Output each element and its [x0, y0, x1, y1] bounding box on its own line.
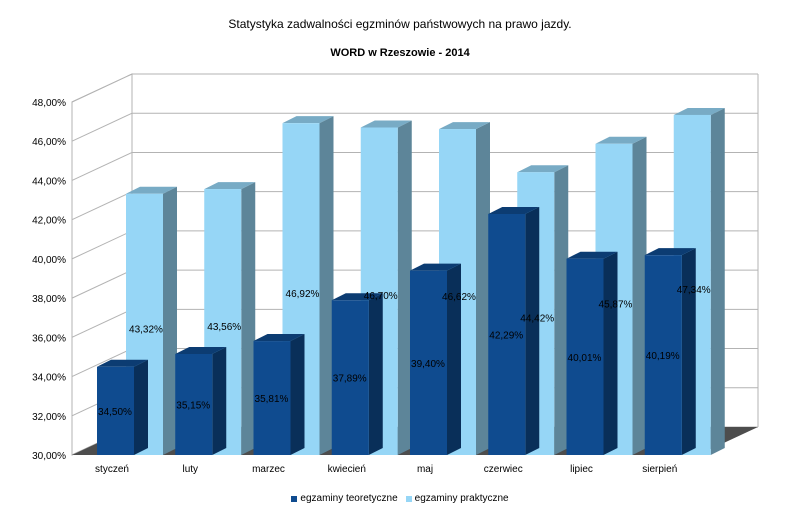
data-label-theory: 34,50% [98, 407, 132, 418]
x-tick-label: marzec [252, 464, 285, 475]
x-tick-label: maj [417, 464, 433, 475]
legend-label-practice: egzaminy praktyczne [414, 493, 509, 504]
legend-item-theory: egzaminy teoretyczne [291, 493, 398, 504]
data-label-practice: 46,92% [286, 289, 320, 300]
legend-swatch-practice [405, 495, 412, 502]
bar-theory-top [331, 293, 383, 301]
data-label-practice: 44,42% [520, 314, 554, 325]
bar-practice-side [710, 107, 725, 456]
data-label-theory: 40,01% [568, 353, 602, 364]
data-label-practice: 43,32% [129, 324, 163, 335]
y-tick-label: 46,00% [32, 137, 66, 148]
x-tick-label: sierpień [642, 464, 677, 475]
y-tick-label: 44,00% [32, 176, 66, 187]
data-label-theory: 35,15% [176, 401, 210, 412]
gridline-side [71, 348, 133, 378]
legend-item-practice: egzaminy praktyczne [405, 493, 509, 504]
gridline-side [71, 230, 133, 260]
bar-theory-side [290, 334, 305, 455]
bar-theory-side [681, 248, 696, 455]
bar-theory-top [410, 263, 461, 271]
bar-theory [488, 213, 526, 455]
gridline-side [71, 191, 133, 221]
x-tick-label: czerwiec [484, 464, 523, 475]
y-tick-label: 32,00% [32, 412, 66, 423]
bar-practice-top [673, 107, 725, 115]
bar-practice-top [126, 186, 177, 194]
gridline-side [71, 269, 133, 299]
legend-swatch-theory [291, 495, 298, 502]
bar-theory-side [134, 359, 148, 455]
chart-subtitle: WORD w Rzeszowie - 2014 [330, 47, 470, 59]
legend: egzaminy teoretyczne egzaminy praktyczne [0, 493, 800, 504]
bar-theory-top [566, 251, 618, 259]
bar-theory-top [175, 347, 227, 355]
bar-theory [97, 366, 134, 455]
bar-theory-side [212, 347, 227, 455]
bar-theory-side [368, 293, 383, 455]
bar-theory-top [253, 334, 305, 342]
data-label-practice: 45,87% [599, 299, 633, 310]
bar-theory [644, 255, 682, 455]
x-tick-label: luty [182, 464, 198, 475]
data-label-theory: 37,89% [333, 374, 367, 385]
bar-practice-top [439, 122, 490, 130]
y-tick-label: 48,00% [32, 98, 66, 109]
data-label-practice: 43,56% [207, 322, 241, 333]
bar-theory-side [603, 251, 618, 455]
y-tick-label: 34,00% [32, 373, 66, 384]
y-tick-label: 42,00% [32, 216, 66, 227]
y-tick-label: 36,00% [32, 333, 66, 344]
x-tick-label: styczeń [95, 464, 129, 475]
y-tick-label: 30,00% [32, 451, 66, 462]
data-label-theory: 39,40% [411, 359, 445, 370]
data-label-practice: 46,62% [442, 292, 476, 303]
bar-theory-top [488, 206, 540, 214]
bar-theory-side [447, 263, 461, 455]
x-tick-label: lipiec [570, 464, 593, 475]
bar-theory [410, 270, 447, 455]
bar-practice-side [163, 186, 177, 455]
bar-theory [331, 300, 369, 455]
y-tick-label: 40,00% [32, 255, 66, 266]
gridline-side [71, 73, 133, 103]
bar-theory [566, 258, 604, 455]
bar-theory [253, 341, 291, 455]
bar-theory-top [644, 248, 696, 256]
bar-practice-side [241, 182, 256, 455]
bar-practice-top [360, 120, 412, 128]
chart-title: Statystyka zadwalności egzminów państwow… [228, 17, 572, 31]
data-label-theory: 42,29% [489, 330, 523, 341]
bar-practice-top [517, 165, 569, 173]
bar-theory-top [97, 359, 148, 367]
bar-practice-side [397, 120, 412, 455]
data-label-practice: 47,34% [677, 285, 711, 296]
bar-practice-side [476, 122, 490, 456]
bar-practice-top [595, 136, 647, 144]
y-tick-label: 38,00% [32, 294, 66, 305]
gridline-side [71, 308, 133, 338]
bar-practice-side [319, 116, 334, 456]
bar-practice-top [204, 182, 256, 190]
bar-practice-side [632, 136, 647, 455]
bar-practice-side [554, 165, 569, 456]
legend-label-theory: egzaminy teoretyczne [300, 493, 398, 504]
gridline-side [71, 112, 133, 142]
bar-theory-side [525, 206, 540, 455]
bar-practice-top [282, 116, 334, 124]
bar-theory [175, 354, 213, 455]
gridline-side [71, 151, 133, 181]
data-label-theory: 35,81% [255, 394, 289, 405]
data-label-practice: 46,70% [364, 291, 398, 302]
data-label-theory: 40,19% [646, 351, 680, 362]
x-tick-label: kwiecień [328, 464, 366, 475]
